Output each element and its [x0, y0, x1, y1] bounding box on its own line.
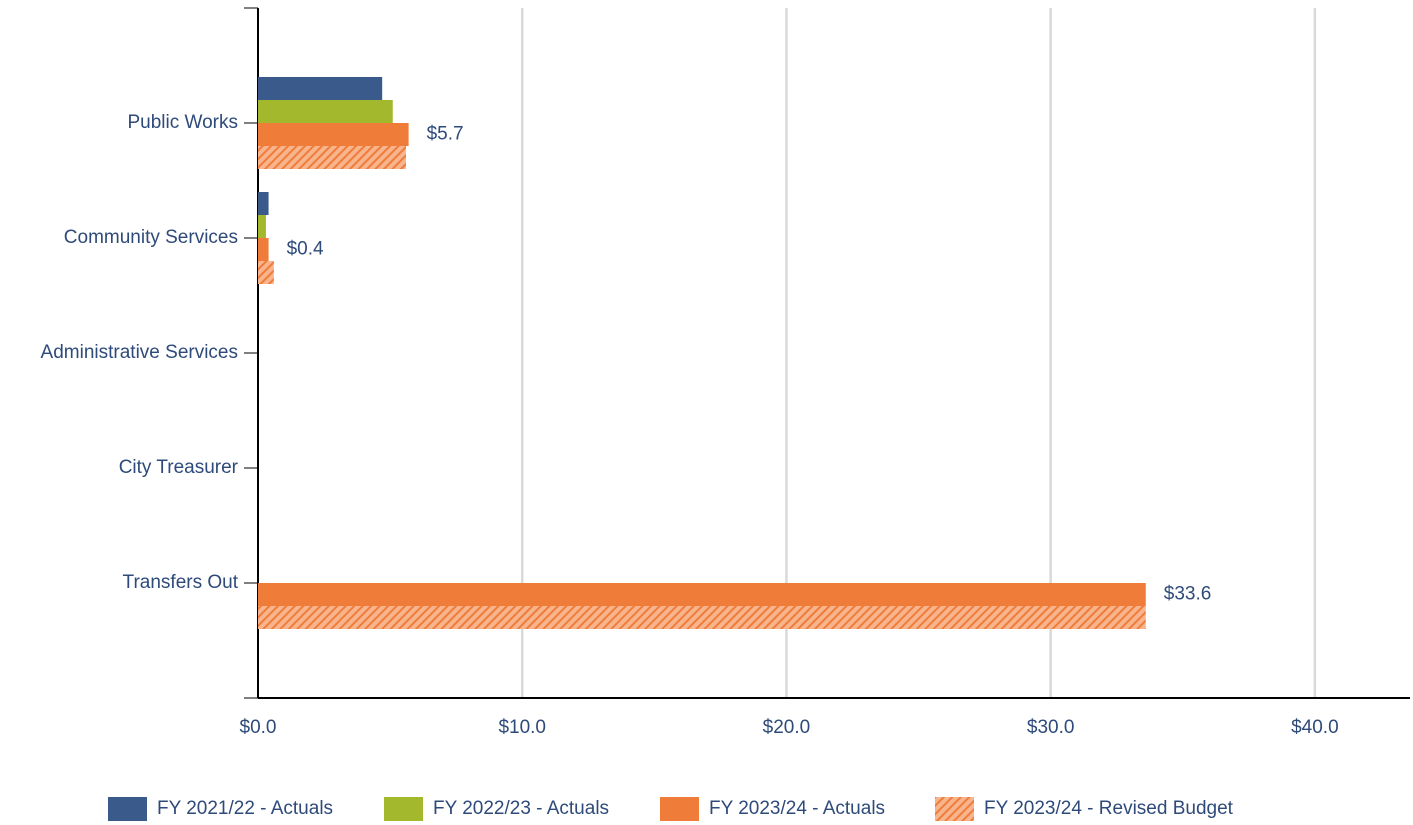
y-tick-label: Transfers Out	[123, 572, 239, 593]
y-tick-label: Administrative Services	[41, 342, 238, 363]
y-tick-label: Community Services	[64, 227, 238, 248]
y-tick-label: Public Works	[127, 112, 238, 133]
x-tick-label: $40.0	[1291, 717, 1339, 738]
bar	[258, 261, 274, 284]
bar	[258, 606, 1146, 629]
bar	[258, 146, 406, 169]
legend-label: FY 2023/24 - Actuals	[709, 798, 885, 819]
x-tick-label: $0.0	[240, 717, 277, 738]
legend-label: FY 2023/24 - Revised Budget	[984, 798, 1234, 819]
x-tick-label: $30.0	[1027, 717, 1075, 738]
x-tick-label: $10.0	[498, 717, 546, 738]
bar	[258, 77, 383, 100]
bar	[258, 215, 266, 238]
legend-label: FY 2021/22 - Actuals	[157, 798, 333, 819]
value-label: $33.6	[1164, 584, 1212, 605]
y-tick-label: City Treasurer	[119, 457, 239, 478]
legend-swatch	[384, 797, 423, 821]
legend-swatch	[108, 797, 147, 821]
legend-swatch	[660, 797, 699, 821]
bar	[258, 192, 269, 215]
legend-swatch	[935, 797, 974, 821]
legend-label: FY 2022/23 - Actuals	[433, 798, 609, 819]
value-label: $0.4	[287, 239, 324, 260]
bar	[258, 583, 1146, 606]
bar	[258, 123, 409, 146]
bar	[258, 238, 269, 261]
x-tick-label: $20.0	[763, 717, 811, 738]
bar	[258, 100, 393, 123]
value-label: $5.7	[427, 124, 464, 145]
